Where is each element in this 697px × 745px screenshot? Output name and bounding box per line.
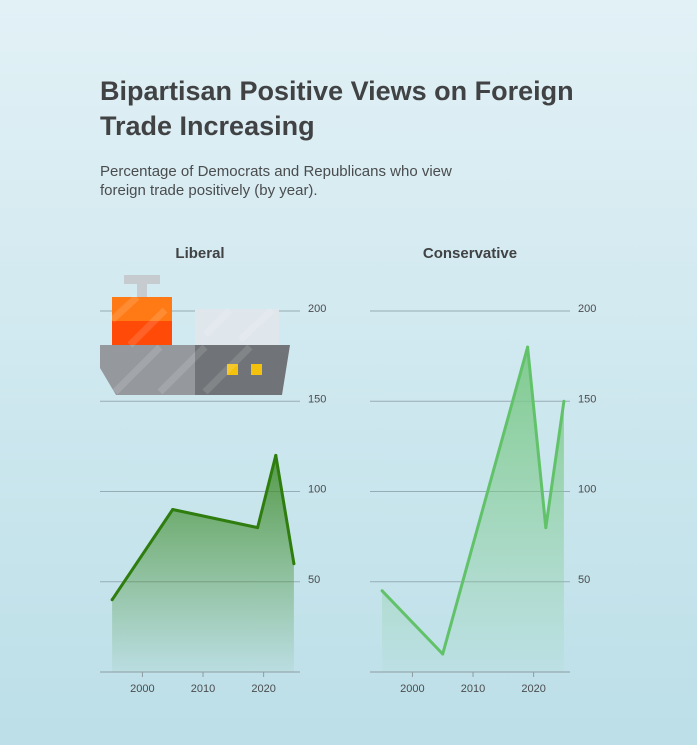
lib-y-tick-label: 200 (308, 303, 326, 315)
con-data-point (562, 399, 566, 403)
lib-data-point (256, 526, 260, 530)
liberal-area-fill (112, 455, 294, 672)
con-x-tick-label: 2000 (400, 683, 424, 695)
lib-data-point (292, 562, 296, 566)
page-title: Bipartisan Positive Views on Foreign Tra… (100, 76, 574, 141)
con-data-point (544, 526, 548, 530)
lib-y-tick-label: 150 (308, 393, 326, 405)
chart-conservative: Conservative 50 100 150 200 2000 2010 2020 (370, 245, 596, 695)
lib-y-tick-label: 50 (308, 574, 320, 586)
lib-y-tick-label: 100 (308, 484, 326, 496)
lib-x-tick-label: 2020 (251, 683, 275, 695)
con-y-tick-label: 100 (578, 484, 596, 496)
chart-title-liberal: Liberal (175, 245, 224, 262)
lib-data-point (110, 598, 114, 602)
lib-data-point (274, 453, 278, 457)
lib-x-tick-label: 2010 (191, 683, 215, 695)
cargo-ship-icon (100, 275, 290, 395)
lib-data-point (171, 508, 175, 511)
con-data-point (380, 589, 384, 593)
con-data-point (441, 652, 445, 656)
con-x-tick-label: 2010 (461, 683, 485, 695)
con-y-tick-label: 200 (578, 303, 596, 315)
page-subtitle: Percentage of Democrats and Republicans … (100, 163, 452, 199)
con-y-tick-label: 50 (578, 574, 590, 586)
con-y-tick-label: 150 (578, 393, 596, 405)
chart-title-conservative: Conservative (423, 245, 517, 262)
conservative-area-fill (382, 347, 564, 672)
con-data-point (526, 345, 530, 349)
con-x-tick-label: 2020 (521, 683, 545, 695)
lib-x-tick-label: 2000 (130, 683, 154, 695)
